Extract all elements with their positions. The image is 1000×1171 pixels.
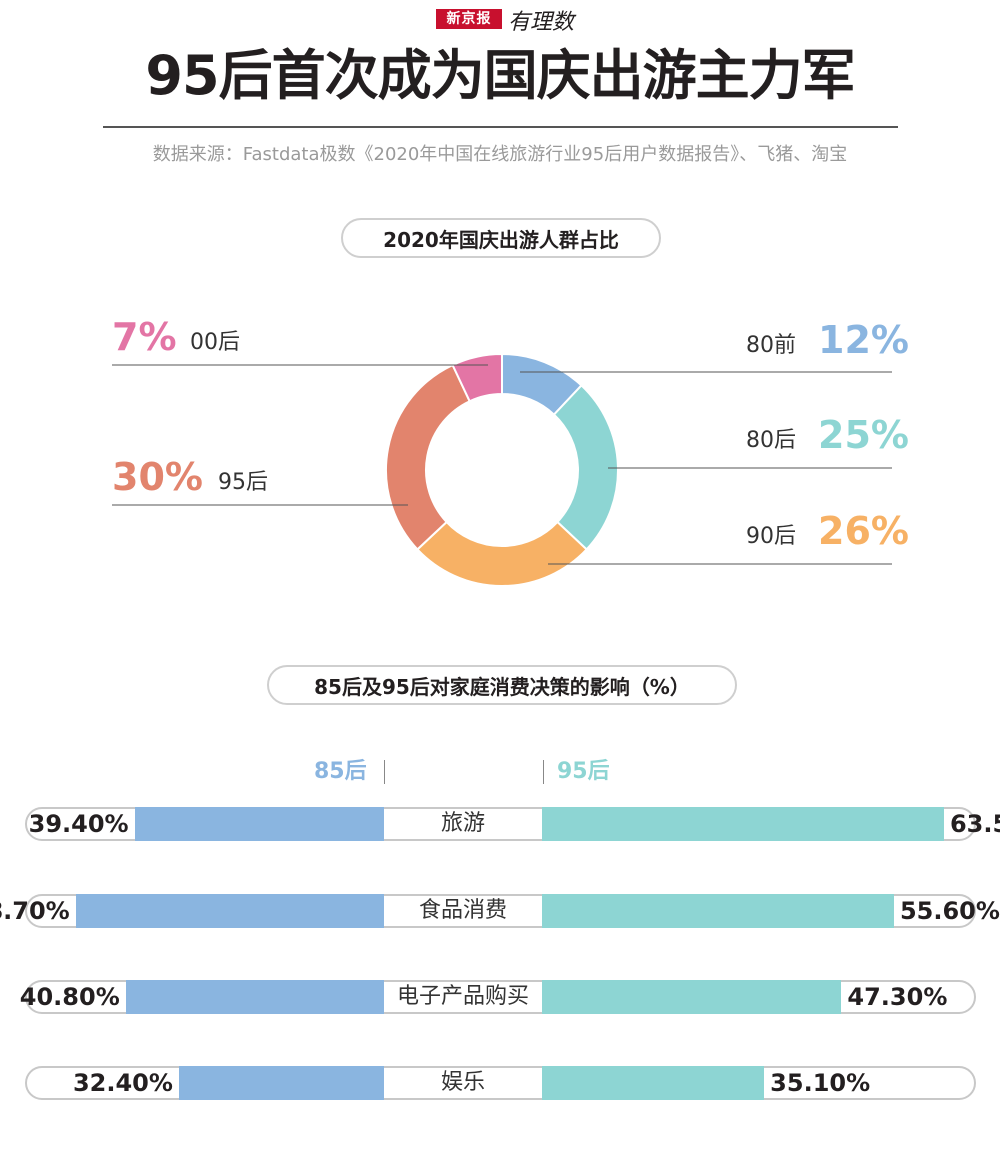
- bar-85-2: [125, 980, 384, 1014]
- legend-divider-right: [543, 760, 544, 784]
- donut-slice-1: [552, 384, 619, 551]
- bar-95-2: [542, 980, 842, 1014]
- legend-series-95: 95后: [557, 759, 610, 784]
- bar-85-value: 48.70%: [0, 897, 70, 925]
- donut-percent-0: 12%: [818, 318, 909, 362]
- donut-label-0: 80前: [746, 333, 796, 358]
- bar-85-0: [134, 807, 384, 841]
- bar-95-3: [542, 1066, 765, 1100]
- bar-85-value: 39.40%: [28, 810, 129, 838]
- bar-category-label: 食品消费: [418, 898, 507, 923]
- brand-name: 新京报: [436, 9, 502, 29]
- bar-95-value: 47.30%: [847, 983, 948, 1011]
- data-source: 数据来源：Fastdata极数《2020年中国在线旅游行业95后用户数据报告》、…: [152, 144, 848, 165]
- title-divider: [103, 126, 898, 128]
- donut-label-3: 95后: [218, 470, 268, 495]
- donut-chart-title: 2020年国庆出游人群占比: [341, 218, 661, 258]
- brand-logo: 新京报 有理数: [436, 6, 576, 35]
- bar-85-1: [75, 894, 384, 928]
- bar-category-label: 旅游: [440, 811, 485, 836]
- brand-column: 有理数: [508, 10, 575, 35]
- bar-85-value: 40.80%: [19, 983, 120, 1011]
- bar-category-label: 娱乐: [440, 1070, 485, 1095]
- donut-percent-4: 7%: [112, 315, 177, 359]
- bar-95-1: [542, 894, 894, 928]
- legend-series-85: 85后: [314, 759, 367, 784]
- donut-percent-1: 25%: [818, 413, 909, 457]
- bar-95-value: 63.50%: [949, 810, 1000, 838]
- bar-chart-title: 85后及95后对家庭消费决策的影响（%）: [267, 665, 737, 705]
- donut-chart: 12% 80前 25% 80后 26% 90后 30% 95后 7% 00后: [112, 315, 909, 587]
- page-title: 95后首次成为国庆出游主力军: [145, 44, 855, 107]
- donut-percent-2: 26%: [818, 509, 909, 553]
- donut-label-2: 90后: [746, 524, 796, 549]
- donut-label-4: 00后: [190, 330, 240, 355]
- bar-85-value: 32.40%: [72, 1069, 173, 1097]
- legend-divider-left: [384, 760, 385, 784]
- bar-category-label: 电子产品购买: [396, 984, 529, 1009]
- bar-95-0: [542, 807, 944, 841]
- donut-slice-4: [451, 352, 503, 403]
- bar-85-3: [178, 1066, 384, 1100]
- donut-slice-2: [416, 520, 588, 587]
- donut-label-1: 80后: [746, 428, 796, 453]
- bar-95-value: 55.60%: [899, 897, 1000, 925]
- bar-95-value: 35.10%: [770, 1069, 871, 1097]
- donut-percent-3: 30%: [112, 455, 203, 499]
- donut-slice-3: [385, 363, 471, 551]
